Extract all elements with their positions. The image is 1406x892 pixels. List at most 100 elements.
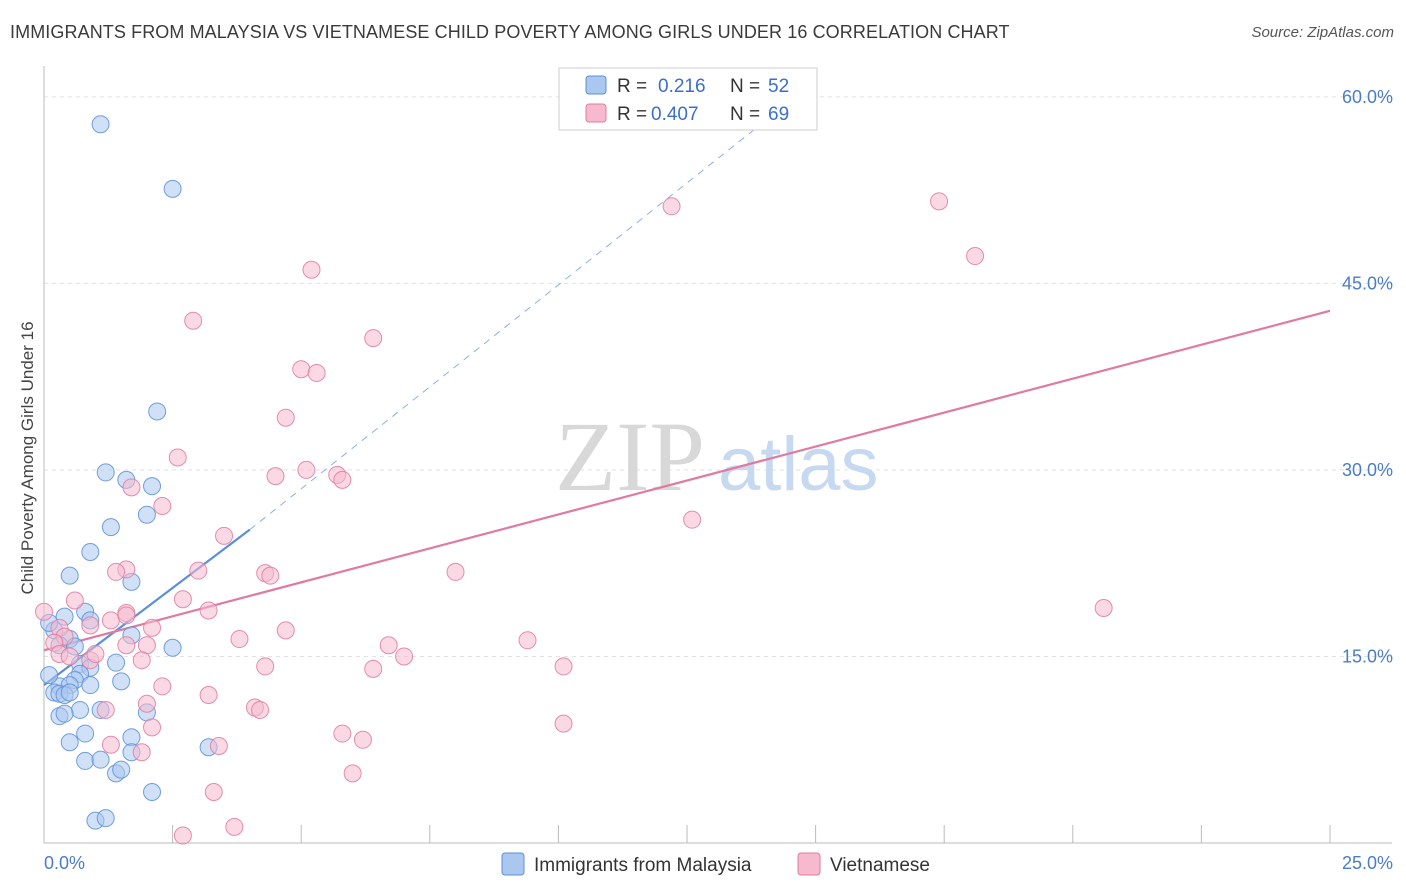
point-vietnamese <box>60 647 79 666</box>
grid-lines <box>44 96 1392 657</box>
point-vietnamese <box>86 644 105 663</box>
point-malaysia <box>76 724 95 743</box>
point-malaysia <box>112 760 131 779</box>
point-vietnamese <box>302 260 321 279</box>
point-vietnamese <box>122 478 141 497</box>
point-vietnamese <box>930 192 949 211</box>
point-vietnamese <box>364 659 383 678</box>
point-vietnamese <box>1094 598 1113 617</box>
legend-r-label-2: R = <box>617 104 647 125</box>
legend-label-immigrants-from-malaysia: Immigrants from Malaysia <box>534 855 752 876</box>
point-vietnamese <box>261 566 280 585</box>
point-vietnamese <box>276 408 295 427</box>
x-tick-label: 0.0% <box>44 853 85 873</box>
chart-title: IMMIGRANTS FROM MALAYSIA VS VIETNAMESE C… <box>10 22 1010 42</box>
point-vietnamese <box>251 700 270 719</box>
point-vietnamese <box>353 730 372 749</box>
tick-labels: 15.0% 30.0% 45.0% 60.0% 0.0% 25.0% <box>44 87 1393 873</box>
point-vietnamese <box>81 616 100 635</box>
point-malaysia <box>96 463 115 482</box>
point-vietnamese <box>292 360 311 379</box>
point-vietnamese <box>343 764 362 783</box>
point-vietnamese <box>446 562 465 581</box>
point-vietnamese <box>96 700 115 719</box>
point-vietnamese <box>132 651 151 670</box>
y-tick-label: 15.0% <box>1342 646 1393 666</box>
legend-r-value-2: 0.407 <box>651 104 699 125</box>
correlation-legend: R = 0.216 N = 52 R = 0.407 N = 69 <box>558 67 818 131</box>
point-vietnamese <box>395 647 414 666</box>
point-vietnamese <box>101 735 120 754</box>
y-tick-label: 60.0% <box>1342 87 1393 107</box>
point-vietnamese <box>143 718 162 737</box>
point-vietnamese <box>132 743 151 762</box>
point-vietnamese <box>184 311 203 330</box>
legend-label-vietnamese: Vietnamese <box>830 855 930 876</box>
legend-n-value-2: 69 <box>768 104 789 125</box>
data-points <box>35 115 1113 845</box>
legend-n-label-1: N = <box>730 76 760 97</box>
point-vietnamese <box>153 677 172 696</box>
point-malaysia <box>40 666 59 685</box>
legend-r-label-1: R = <box>617 76 647 97</box>
point-vietnamese <box>966 247 985 266</box>
point-vietnamese <box>173 590 192 609</box>
point-vietnamese <box>225 817 244 836</box>
point-malaysia <box>148 402 167 421</box>
point-malaysia <box>60 566 79 585</box>
point-vietnamese <box>173 826 192 845</box>
y-tick-label: 45.0% <box>1342 273 1393 293</box>
point-malaysia <box>143 783 162 802</box>
legend-swatch-vietnamese-bottom <box>797 852 821 876</box>
point-vietnamese <box>209 737 228 756</box>
point-vietnamese <box>117 636 136 655</box>
legend-swatch-vietnamese <box>585 103 607 123</box>
legend-swatch-malaysia <box>585 75 607 95</box>
point-malaysia <box>60 683 79 702</box>
point-vietnamese <box>35 602 53 621</box>
point-vietnamese <box>256 657 275 676</box>
point-vietnamese <box>230 630 249 649</box>
point-malaysia <box>96 809 115 828</box>
point-vietnamese <box>101 611 120 630</box>
point-malaysia <box>71 700 90 719</box>
point-vietnamese <box>117 606 136 625</box>
point-malaysia <box>101 518 120 537</box>
point-vietnamese <box>518 631 537 650</box>
point-vietnamese <box>297 460 316 479</box>
point-malaysia <box>81 676 100 695</box>
point-malaysia <box>91 115 110 134</box>
point-malaysia <box>76 751 95 770</box>
point-vietnamese <box>379 636 398 655</box>
axes <box>43 66 1392 844</box>
point-vietnamese <box>137 636 156 655</box>
point-vietnamese <box>199 686 218 705</box>
point-malaysia <box>55 704 74 723</box>
point-vietnamese <box>107 562 126 581</box>
point-vietnamese <box>199 601 218 620</box>
point-malaysia <box>112 672 131 691</box>
watermark: ZIP atlas <box>555 401 879 512</box>
series-legend: Immigrants from Malaysia Vietnamese <box>501 852 930 876</box>
point-vietnamese <box>333 470 352 489</box>
trend-line-vietnamese <box>43 309 1331 652</box>
point-vietnamese <box>333 724 352 743</box>
x-tick-label: 25.0% <box>1342 853 1393 873</box>
point-vietnamese <box>683 510 702 529</box>
point-vietnamese <box>662 197 681 216</box>
point-malaysia <box>137 505 156 524</box>
point-malaysia <box>60 733 79 752</box>
point-vietnamese <box>276 621 295 640</box>
point-malaysia <box>91 750 110 769</box>
point-vietnamese <box>143 618 162 637</box>
legend-n-value-1: 52 <box>768 76 789 97</box>
point-vietnamese <box>153 496 172 515</box>
point-vietnamese <box>307 363 326 382</box>
y-tick-label: 30.0% <box>1342 460 1393 480</box>
source-label: Source: ZipAtlas.com <box>1251 24 1394 41</box>
point-malaysia <box>143 477 162 496</box>
point-vietnamese <box>168 448 187 467</box>
point-vietnamese <box>189 561 208 580</box>
watermark-zip: ZIP <box>555 401 705 512</box>
trend-line-malaysia-extended <box>249 121 765 531</box>
